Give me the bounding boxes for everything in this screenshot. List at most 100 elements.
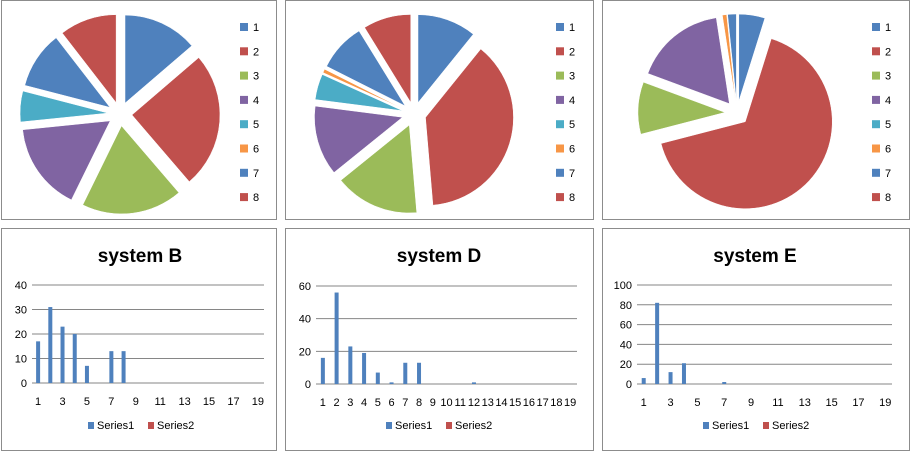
pie-1-legend-swatch-8 <box>240 193 248 202</box>
pie-2-legend-swatch-3 <box>556 71 564 80</box>
system-d-bar-3 <box>348 346 353 384</box>
pie-3-legend-label-3: 3 <box>885 71 891 83</box>
pie-1-legend-swatch-7 <box>240 168 248 177</box>
pie-1-slice-4 <box>22 120 111 201</box>
pie-1-slice-8 <box>61 14 117 104</box>
system-b-xtick-17: 17 <box>227 396 239 408</box>
pie-2-legend-label-4: 4 <box>569 95 575 107</box>
system-b-xtick-5: 5 <box>84 396 90 408</box>
system-b-xtick-19: 19 <box>252 396 264 408</box>
pie-2-legend-swatch-8 <box>556 193 564 202</box>
system-b-legend-swatch-series2 <box>148 422 154 429</box>
system-b-title: system B <box>98 246 183 267</box>
system-e-xtick-3: 3 <box>667 397 673 409</box>
system-e-xtick-7: 7 <box>721 397 727 409</box>
pie-1-legend-label-2: 2 <box>253 46 259 58</box>
system-b-bar-8 <box>121 351 126 383</box>
pie-1-legend-label-3: 3 <box>253 71 259 83</box>
pie-3-legend-label-8: 8 <box>885 192 891 204</box>
pie-2-legend-label-5: 5 <box>569 119 575 131</box>
pie-2-legend-swatch-7 <box>556 168 564 177</box>
system-b-xtick-1: 1 <box>35 396 41 408</box>
pie-1-legend-swatch-4 <box>240 95 248 104</box>
pie-3-legend-swatch-6 <box>872 144 880 153</box>
system-e-xtick-11: 11 <box>772 397 783 409</box>
system-b-legend-label-series1: Series1 <box>97 420 134 432</box>
pie-3-legend-swatch-3 <box>872 71 880 80</box>
pie-3-legend-label-4: 4 <box>885 95 891 107</box>
pie-1-slice-1 <box>124 14 193 104</box>
pie-2-slice-7 <box>326 30 406 107</box>
pie-3-legend-label-2: 2 <box>885 46 891 58</box>
system-b-ytick-30: 30 <box>15 305 27 317</box>
system-b-legend-label-series2: Series2 <box>157 420 194 432</box>
pie-3-legend-label-6: 6 <box>885 144 891 156</box>
system-b-xtick-7: 7 <box>108 396 114 408</box>
system-d-ytick-40: 40 <box>299 314 311 326</box>
system-d-xtick-17: 17 <box>537 397 549 409</box>
system-e-title: system E <box>713 246 796 267</box>
system-e-legend-swatch-series1 <box>703 422 709 429</box>
pie-2-slice-1 <box>417 14 474 104</box>
pie-1-legend-label-8: 8 <box>253 192 259 204</box>
system-d-xtick-9: 9 <box>430 397 436 409</box>
system-b-ytick-0: 0 <box>21 378 27 390</box>
pie-3-slice-3 <box>637 81 726 135</box>
system-e-ytick-40: 40 <box>620 339 632 351</box>
pie-3-slice-6 <box>722 14 736 102</box>
pie-1-legend-swatch-3 <box>240 71 248 80</box>
pie-1-slice-7 <box>24 37 111 108</box>
pie-2-slice-5 <box>314 74 403 111</box>
pie-2-legend-label-7: 7 <box>569 168 575 180</box>
pie-1-legend-label-5: 5 <box>253 119 259 131</box>
system-e-ytick-0: 0 <box>626 379 632 391</box>
pie-3-slice-1 <box>738 13 766 102</box>
system-d-xtick-4: 4 <box>361 397 367 409</box>
system-d-bar-1 <box>320 357 325 384</box>
bar-chart-panel-system-b: system B 0 10 20 30 40 1 3 5 7 9 11 13 15 17 19 Series1 S… <box>1 228 277 451</box>
system-b-ytick-20: 20 <box>15 329 27 341</box>
system-d-xtick-3: 3 <box>347 397 353 409</box>
pie-2-slice-6 <box>322 68 404 110</box>
pie-3-legend-swatch-4 <box>872 95 880 104</box>
system-b-xtick-13: 13 <box>179 396 191 408</box>
pie-2-slice-4 <box>314 105 404 173</box>
system-d-bar-7 <box>403 362 408 384</box>
pie-chart-panel-2: 1 2 3 4 5 6 7 8 <box>285 0 594 220</box>
system-d-xtick-8: 8 <box>416 397 422 409</box>
system-d-ytick-60: 60 <box>299 281 311 293</box>
pie-1-legend-label-4: 4 <box>253 95 259 107</box>
system-e-bar-2 <box>655 302 660 384</box>
system-e-bar-7 <box>722 382 727 384</box>
system-d-ytick-0: 0 <box>305 379 311 391</box>
system-e-bar-4 <box>681 363 686 384</box>
system-d-xtick-15: 15 <box>509 397 521 409</box>
system-d-legend-label-series2: Series2 <box>455 420 492 432</box>
pie-1-slice-2 <box>131 57 221 183</box>
system-d-legend-swatch-series1 <box>386 422 392 429</box>
pie-1-slice-3 <box>82 125 180 215</box>
system-b-legend-swatch-series1 <box>88 422 94 429</box>
system-b-bar-4 <box>72 334 77 383</box>
system-d-bar-4 <box>362 352 367 384</box>
system-d-xtick-12: 12 <box>468 397 480 409</box>
pie-3-slice-2 <box>660 38 833 209</box>
system-e-xtick-15: 15 <box>825 397 837 409</box>
pie-chart-1: 1 2 3 4 5 6 7 8 <box>19 14 259 215</box>
system-d-title: system D <box>397 246 482 267</box>
pie-1-legend-swatch-2 <box>240 47 248 56</box>
pie-2-legend-swatch-4 <box>556 95 564 104</box>
system-b-bar-2 <box>48 307 53 383</box>
pie-3-legend-swatch-8 <box>872 193 880 202</box>
system-e-legend-label-series1: Series1 <box>712 420 749 432</box>
system-e-ytick-60: 60 <box>620 320 632 332</box>
pie-3-legend-swatch-1 <box>872 23 880 31</box>
system-d-xtick-18: 18 <box>550 397 562 409</box>
pie-1-legend-swatch-5 <box>240 120 248 129</box>
system-d-xtick-7: 7 <box>402 397 408 409</box>
pie-2-legend-swatch-2 <box>556 47 564 56</box>
pie-chart-panel-3: 1 2 3 4 5 6 7 8 <box>602 0 910 220</box>
system-b-bar-7 <box>109 351 114 383</box>
pie-3-legend-label-7: 7 <box>885 168 891 180</box>
